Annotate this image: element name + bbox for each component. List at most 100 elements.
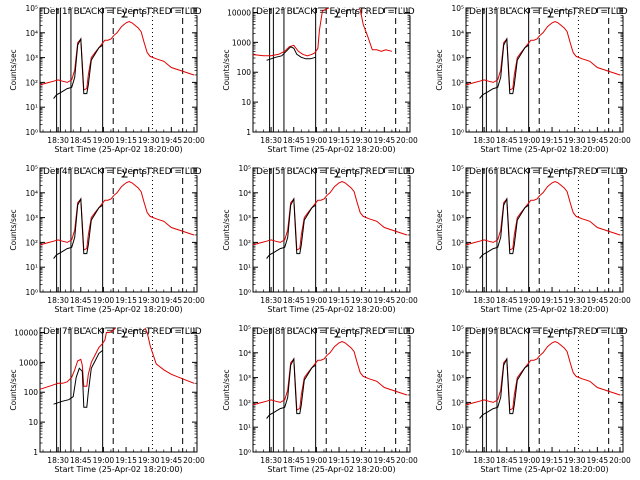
x-tick-label: 19:00 (306, 136, 328, 145)
x-tick-label: 18:45 (496, 136, 518, 145)
y-tick-label: 10⁴ (451, 349, 464, 358)
x-tick-label: 19:00 (306, 456, 328, 465)
panel-title: Det 7f BLACK = Events, RED = LLD (43, 327, 202, 337)
y-tick-label: 10⁵ (451, 164, 464, 173)
y-tick-label: 10³ (238, 374, 251, 383)
lld-series-line (253, 8, 393, 57)
x-tick-label: 18:30 (260, 456, 282, 465)
x-tick-label: 19:15 (541, 456, 563, 465)
lld-series-line (40, 21, 195, 91)
x-tick-label: 19:15 (115, 296, 137, 305)
lld-series-line (40, 328, 195, 390)
panel-grid: Det 1f BLACK = Events, RED = LLD 10⁰ 10¹ 10… (9, 4, 631, 475)
panel-7: Det 7f BLACK = Events, RED = LLD 1 10 100 10… (9, 326, 205, 475)
lld-series-line (466, 181, 621, 251)
marker-hook (334, 10, 341, 18)
x-tick-label: 19:45 (374, 296, 396, 305)
x-tick-label: 19:30 (351, 296, 373, 305)
x-tick-label: 18:30 (473, 456, 495, 465)
y-tick-label: 10 (28, 418, 38, 427)
y-axis-label: Counts/sec (9, 49, 18, 90)
x-tick-label: 19:30 (564, 296, 586, 305)
marker-bracket (346, 169, 357, 177)
y-tick-label: 10⁰ (451, 128, 464, 137)
y-tick-label: 10⁴ (238, 349, 251, 358)
y-tick-label: 10⁰ (25, 128, 38, 137)
y-tick-label: 10³ (25, 54, 38, 63)
panel-title: Det 9f BLACK = Events, RED = LLD (469, 327, 628, 337)
y-tick-label: 10³ (238, 214, 251, 223)
x-tick-label: 18:30 (260, 296, 282, 305)
x-tick-label: 19:30 (351, 136, 373, 145)
y-tick-label: 10² (238, 238, 251, 247)
marker-hook (334, 170, 341, 178)
panel-3: Det 3f BLACK = Events, RED = LLD 10⁰ 10¹ 10… (435, 4, 631, 154)
marker-bracket (133, 329, 144, 337)
y-tick-label: 10³ (451, 374, 464, 383)
y-tick-label: 10⁵ (238, 164, 251, 173)
panel-title: Det 1f BLACK = Events, RED = LLD (43, 7, 202, 17)
events-series-line (479, 357, 529, 419)
y-tick-label: 10 (241, 98, 251, 107)
y-tick-label: 10⁴ (25, 189, 38, 198)
x-tick-label: 19:30 (564, 456, 586, 465)
y-tick-label: 100 (237, 68, 252, 77)
x-tick-label: 19:30 (564, 136, 586, 145)
y-tick-label: 10⁴ (25, 29, 38, 38)
x-tick-label: 19:00 (519, 136, 541, 145)
x-tick-label: 18:45 (496, 296, 518, 305)
y-tick-label: 10000 (14, 328, 38, 337)
panel-title: Det 6f BLACK = Events, RED = LLD (469, 167, 628, 177)
x-tick-label: 18:45 (496, 456, 518, 465)
x-tick-label: 19:15 (328, 456, 350, 465)
x-tick-label: 19:00 (93, 456, 115, 465)
y-tick-label: 10² (25, 238, 38, 247)
x-tick-label: 18:30 (47, 296, 69, 305)
y-tick-label: 10¹ (25, 263, 38, 272)
y-tick-label: 100 (24, 388, 39, 397)
y-tick-label: 10¹ (238, 423, 251, 432)
panel-title: Det 2f BLACK = Events, RED = LLD (256, 7, 415, 17)
panel-title: Det 8f BLACK = Events, RED = LLD (256, 327, 415, 337)
x-tick-label: 19:45 (161, 456, 183, 465)
y-tick-label: 10³ (451, 214, 464, 223)
marker-hook (547, 330, 554, 338)
x-axis-label: Start Time (25-Apr-02 18:20:00) (54, 305, 182, 314)
panel-9: Det 9f BLACK = Events, RED = LLD 10⁰ 10¹ 10… (435, 324, 631, 474)
x-axis-label: Start Time (25-Apr-02 18:20:00) (267, 145, 395, 154)
x-tick-label: 19:30 (138, 456, 160, 465)
x-tick-label: 18:30 (47, 456, 69, 465)
y-tick-label: 10³ (451, 54, 464, 63)
x-tick-label: 19:45 (374, 136, 396, 145)
y-tick-label: 10¹ (451, 103, 464, 112)
x-tick-label: 18:45 (283, 456, 305, 465)
marker-bracket (559, 329, 570, 337)
marker-bracket (133, 169, 144, 177)
y-tick-label: 10⁰ (238, 288, 251, 297)
y-tick-label: 10¹ (238, 263, 251, 272)
y-axis-label: Counts/sec (9, 369, 18, 410)
x-tick-label: 19:45 (161, 136, 183, 145)
marker-hook (121, 10, 128, 18)
marker-bracket (559, 169, 570, 177)
x-axis-label: Start Time (25-Apr-02 18:20:00) (480, 465, 608, 474)
x-axis-label: Start Time (25-Apr-02 18:20:00) (54, 465, 182, 474)
x-tick-label: 19:15 (115, 136, 137, 145)
events-series-line (266, 197, 316, 259)
y-tick-label: 10⁰ (451, 288, 464, 297)
panel-title: Det 3f BLACK = Events, RED = LLD (469, 7, 628, 17)
y-tick-label: 10⁵ (25, 4, 38, 13)
x-tick-label: 20:00 (183, 456, 205, 465)
lld-series-line (40, 181, 195, 251)
panel-2: Det 2f BLACK = Events, RED = LLD 1 10 100 10… (222, 6, 418, 155)
y-axis-label: Counts/sec (435, 209, 444, 250)
marker-bracket (559, 9, 570, 17)
panel-4: Det 4f BLACK = Events, RED = LLD 10⁰ 10¹ 10… (9, 164, 205, 314)
y-tick-label: 1000 (232, 38, 251, 47)
panel-5: Det 5f BLACK = Events, RED = LLD 10⁰ 10¹ 10… (222, 164, 418, 314)
x-tick-label: 18:45 (283, 136, 305, 145)
events-series-line (53, 350, 103, 408)
y-tick-label: 1 (246, 128, 251, 137)
x-tick-label: 18:30 (260, 136, 282, 145)
